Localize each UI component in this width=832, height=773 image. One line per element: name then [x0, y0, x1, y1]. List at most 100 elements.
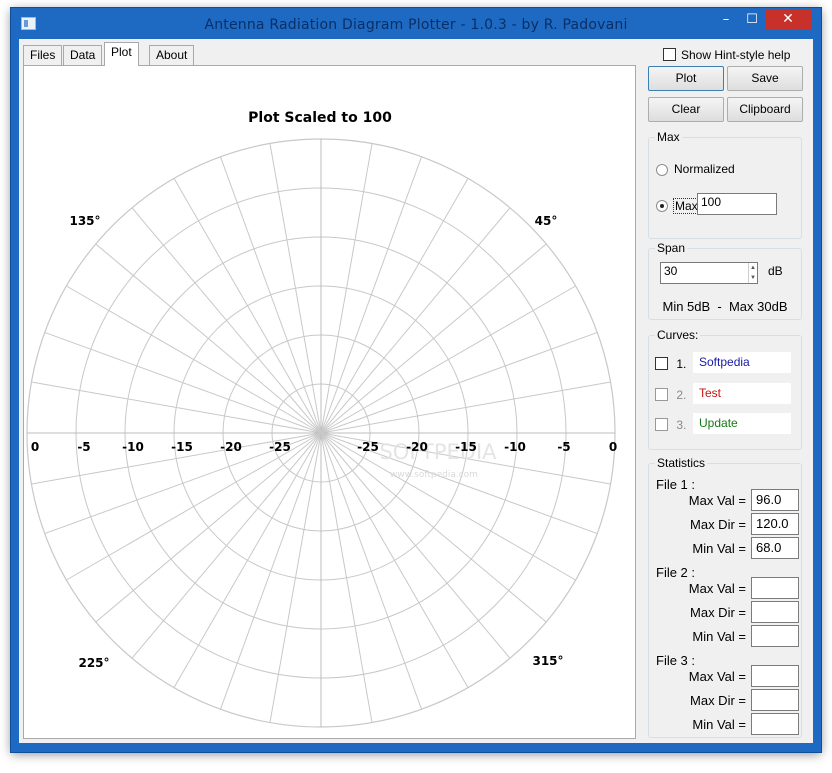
curves-group-title: Curves:: [655, 328, 701, 342]
tab-files[interactable]: Files: [23, 45, 63, 65]
polar-grid: [26, 138, 616, 728]
control-panel: Show Hint-style help Plot Save Clear Cli…: [645, 39, 809, 743]
file-1-max-dir[interactable]: 120.0: [751, 513, 799, 535]
file-2-min-val-label: Min Val =: [692, 629, 746, 644]
spin-down-icon[interactable]: ▼: [750, 275, 756, 281]
grid-radial-line: [320, 143, 373, 434]
ring-label-right: -25: [357, 440, 379, 454]
file-2-max-dir[interactable]: [751, 601, 799, 623]
max-radio[interactable]: [656, 200, 668, 212]
file-2-label: File 2 :: [656, 565, 696, 580]
curve-1-name[interactable]: Softpedia: [693, 352, 791, 373]
file-3-min-val-label: Min Val =: [692, 717, 746, 732]
curves-group: Curves: 1. Softpedia 2. Test 3. Update: [648, 328, 802, 450]
app-icon[interactable]: [21, 17, 36, 30]
spin-up-icon[interactable]: ▲: [750, 265, 756, 271]
curve-2-name[interactable]: Test: [693, 383, 791, 404]
watermark-logo: SOFTPEDIA: [379, 440, 497, 464]
clear-button[interactable]: Clear: [648, 97, 724, 122]
ring-label-right: -5: [557, 440, 570, 454]
maximize-button[interactable]: ☐: [746, 12, 758, 27]
grid-radial-line: [320, 156, 423, 434]
curve-row-3[interactable]: 3.: [655, 417, 686, 432]
plot-title: Plot Scaled to 100: [248, 110, 392, 126]
file-1-max-dir-label: Max Dir =: [690, 517, 746, 532]
grid-radial-line: [320, 432, 598, 535]
statistics-group: Statistics File 1 : Max Val = 96.0 Max D…: [648, 456, 802, 738]
angle-label-225: 225°: [78, 656, 109, 670]
grid-radial-line: [44, 331, 322, 434]
curve-2-checkbox[interactable]: [655, 388, 668, 402]
span-group-title: Span: [655, 241, 688, 255]
tab-data[interactable]: Data: [63, 45, 103, 65]
ring-label-right: 0: [609, 440, 617, 454]
ring-labels: 0 -5 -10 -15 -20 -25 -25 -20 -15 -10 -5 0: [31, 440, 617, 454]
normalized-label[interactable]: Normalized: [674, 162, 735, 176]
grid-radial-line: [320, 207, 511, 434]
file-3-max-dir-label: Max Dir =: [690, 693, 746, 708]
clipboard-button[interactable]: Clipboard: [727, 97, 803, 122]
grid-radial-line: [131, 432, 322, 659]
grid-radial-line: [95, 432, 322, 623]
span-unit: dB: [768, 264, 783, 278]
save-button[interactable]: Save: [727, 66, 803, 91]
grid-radial-line: [320, 331, 598, 434]
grid-radial-line: [219, 432, 322, 710]
client-area: Files Data Plot About Plot Scaled to 100…: [19, 39, 813, 743]
hint-checkbox[interactable]: [663, 48, 676, 62]
file-1-min-val[interactable]: 68.0: [751, 537, 799, 559]
span-spinner[interactable]: ▲ ▼: [748, 263, 757, 283]
file-2-max-val-label: Max Val =: [688, 581, 746, 596]
max-value-input[interactable]: 100: [697, 193, 777, 215]
ring-label-right: -10: [504, 440, 526, 454]
grid-radial-line: [320, 432, 576, 581]
span-group: Span 30 ▲ ▼ dB Min 5dB - Max 30dB: [648, 241, 802, 320]
file-3-max-dir[interactable]: [751, 689, 799, 711]
grid-radial-line: [320, 432, 547, 623]
max-label[interactable]: Max: [673, 198, 700, 214]
file-2-max-val[interactable]: [751, 577, 799, 599]
file-1-max-val-label: Max Val =: [688, 493, 746, 508]
app-window: Antenna Radiation Diagram Plotter - 1.0.…: [11, 8, 821, 752]
polar-plot: Plot Scaled to 100 SOFTPEDIA www.softped…: [26, 110, 617, 728]
curve-row-2[interactable]: 2.: [655, 387, 686, 402]
tab-plot[interactable]: Plot: [104, 42, 139, 66]
ring-label-left: -20: [220, 440, 242, 454]
file-1-min-val-label: Min Val =: [692, 541, 746, 556]
grid-radial-line: [269, 432, 322, 723]
ring-label-left: -15: [171, 440, 193, 454]
hint-label: Show Hint-style help: [681, 47, 791, 62]
grid-radial-line: [95, 243, 322, 434]
file-3-min-val[interactable]: [751, 713, 799, 735]
ring-label-right: -20: [406, 440, 428, 454]
angle-label-45: 45°: [535, 214, 558, 228]
normalized-radio[interactable]: [656, 164, 668, 176]
watermark-url: www.softpedia.com: [390, 470, 478, 480]
plot-button[interactable]: Plot: [648, 66, 724, 91]
minimize-button[interactable]: –: [722, 12, 730, 27]
span-value: 30: [664, 264, 678, 278]
curve-1-checkbox[interactable]: [655, 357, 668, 371]
grid-radial-line: [44, 432, 322, 535]
title-bar[interactable]: Antenna Radiation Diagram Plotter - 1.0.…: [11, 8, 821, 39]
window-title: Antenna Radiation Diagram Plotter - 1.0.…: [204, 17, 628, 33]
tab-about[interactable]: About: [149, 45, 195, 65]
grid-radial-line: [320, 285, 576, 434]
file-3-max-val[interactable]: [751, 665, 799, 687]
file-1-max-val[interactable]: 96.0: [751, 489, 799, 511]
grid-radial-line: [131, 207, 322, 434]
curve-row-1[interactable]: 1.: [655, 356, 686, 371]
curve-3-checkbox[interactable]: [655, 418, 668, 432]
curve-3-number: 3.: [676, 417, 687, 432]
grid-radial-line: [320, 178, 469, 434]
file-2-min-val[interactable]: [751, 625, 799, 647]
angle-label-135: 135°: [69, 214, 100, 228]
curve-3-name[interactable]: Update: [693, 413, 791, 434]
span-input[interactable]: 30 ▲ ▼: [660, 262, 758, 284]
max-group-title: Max: [655, 130, 682, 144]
grid-radial-line: [269, 143, 322, 434]
file-3-label: File 3 :: [656, 653, 696, 668]
hint-option[interactable]: Show Hint-style help: [663, 47, 790, 62]
grid-radial-line: [173, 178, 322, 434]
close-button[interactable]: ✕: [765, 9, 811, 30]
